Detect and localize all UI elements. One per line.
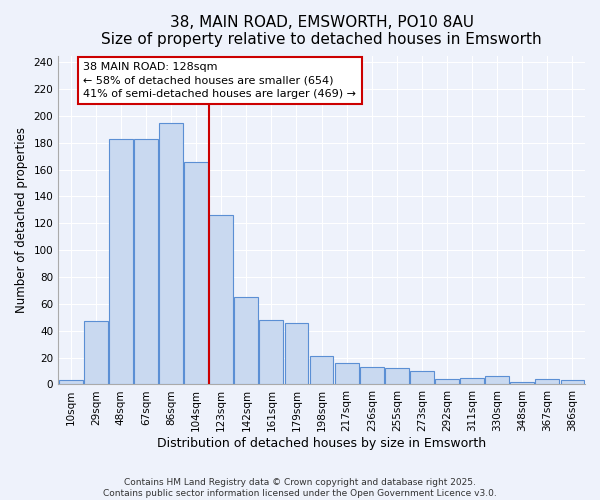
Bar (84, 322, 108, 384)
Text: 38 MAIN ROAD: 128sqm
← 58% of detached houses are smaller (654)
41% of semi-deta: 38 MAIN ROAD: 128sqm ← 58% of detached h… (83, 62, 356, 98)
Bar (560, 380, 584, 384)
Bar (59, 380, 83, 384)
X-axis label: Distribution of detached houses by size in Emsworth: Distribution of detached houses by size … (157, 437, 486, 450)
Bar (435, 379, 459, 384)
Bar (335, 363, 359, 384)
Bar (360, 367, 383, 384)
Text: Contains HM Land Registry data © Crown copyright and database right 2025.
Contai: Contains HM Land Registry data © Crown c… (103, 478, 497, 498)
Bar (385, 368, 409, 384)
Bar (535, 379, 559, 384)
Bar (259, 320, 283, 384)
Bar (485, 376, 509, 384)
Bar (184, 162, 208, 384)
Bar (410, 371, 434, 384)
Bar (284, 322, 308, 384)
Bar (235, 297, 258, 384)
Bar (134, 139, 158, 384)
Bar (460, 378, 484, 384)
Bar (511, 382, 534, 384)
Bar (310, 356, 334, 384)
Y-axis label: Number of detached properties: Number of detached properties (15, 127, 28, 313)
Bar (159, 122, 183, 384)
Bar (109, 139, 133, 384)
Title: 38, MAIN ROAD, EMSWORTH, PO10 8AU
Size of property relative to detached houses i: 38, MAIN ROAD, EMSWORTH, PO10 8AU Size o… (101, 15, 542, 48)
Bar (209, 216, 233, 384)
